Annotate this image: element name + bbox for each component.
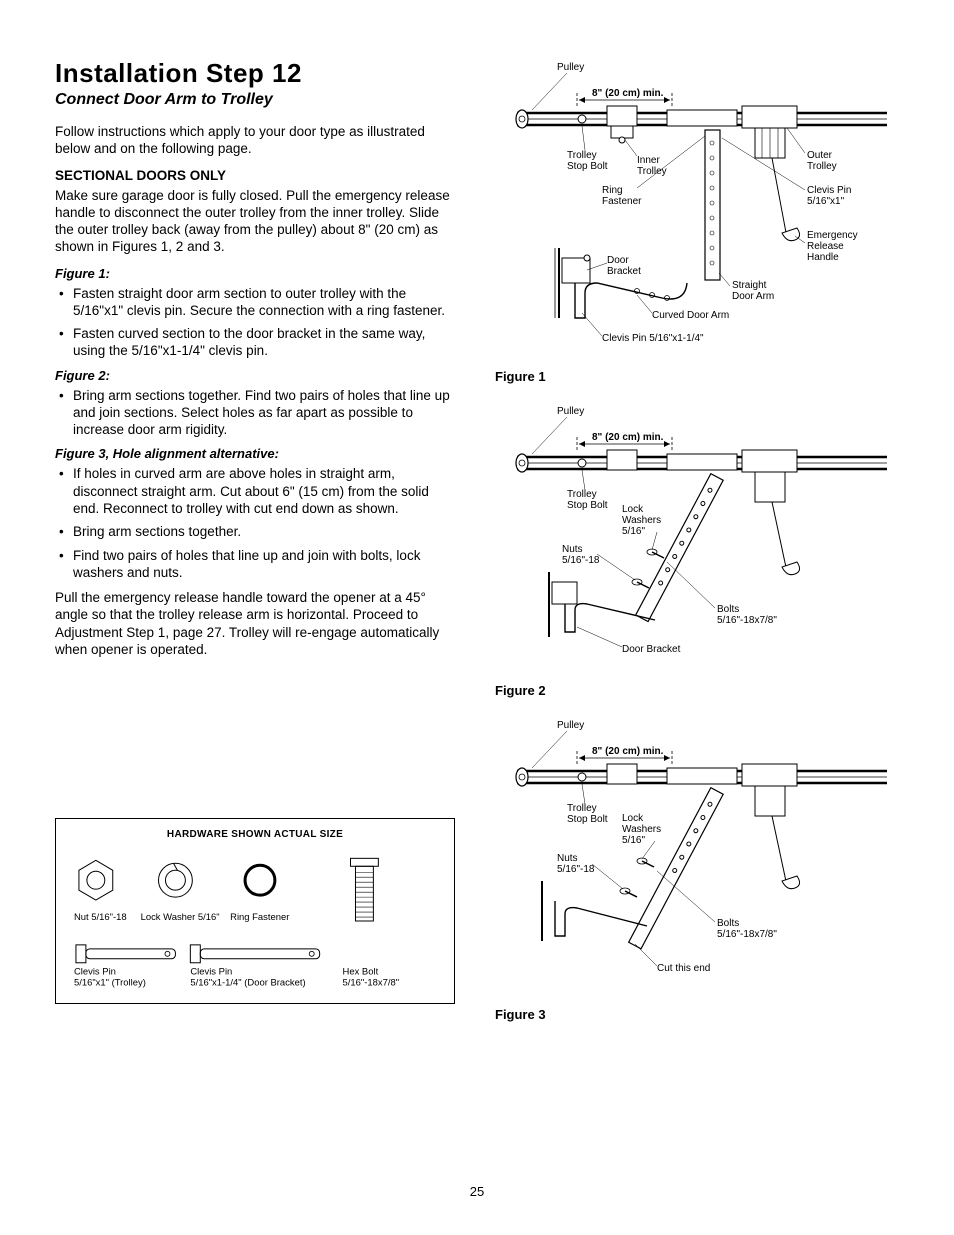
figure3-heading: Figure 3, Hole alignment alternative:: [55, 446, 455, 461]
clevis1-label-b: 5/16"x1" (Trolley): [74, 978, 146, 989]
figure1-heading: Figure 1:: [55, 266, 455, 281]
fig1-distance-label: 8" (20 cm) min.: [592, 88, 664, 99]
fig1-clevis1: Clevis Pin5/16"x1": [807, 185, 851, 207]
section-body: Make sure garage door is fully closed. P…: [55, 187, 455, 256]
figure2-caption: Figure 2: [495, 683, 899, 698]
lockwasher-label: Lock Washer 5/16": [141, 912, 220, 923]
page-subtitle: Connect Door Arm to Trolley: [55, 91, 455, 109]
closing-paragraph: Pull the emergency release handle toward…: [55, 589, 455, 658]
fig3-trolley-stop: TrolleyStop Bolt: [567, 803, 608, 825]
fig1-ring-fastener: RingFastener: [602, 185, 642, 207]
figure1-caption: Figure 1: [495, 369, 899, 384]
left-column: Installation Step 12 Connect Door Arm to…: [55, 58, 455, 1040]
fig3-cut-end: Cut this end: [657, 963, 710, 974]
fig2-trolley-stop: TrolleyStop Bolt: [567, 489, 608, 511]
right-column: Pulley 8" (20 cm) min.: [485, 58, 899, 1040]
hexbolt-label-a: Hex Bolt: [343, 967, 379, 978]
hexbolt-label-b: 5/16"-18x7/8": [343, 978, 400, 989]
fig1-clevis2: Clevis Pin 5/16"x1-1/4": [602, 333, 704, 344]
section-heading: SECTIONAL DOORS ONLY: [55, 168, 455, 183]
figure3-diagram: Pulley 8" (20 cm) min.: [495, 716, 899, 1001]
list-item: Find two pairs of holes that line up and…: [55, 547, 455, 582]
figure2-list: Bring arm sections together. Find two pa…: [55, 387, 455, 439]
figure1-diagram: Pulley 8" (20 cm) min.: [495, 58, 899, 363]
list-item: Fasten curved section to the door bracke…: [55, 325, 455, 360]
intro-paragraph: Follow instructions which apply to your …: [55, 123, 455, 158]
page-title: Installation Step 12: [55, 58, 455, 89]
fig2-nuts: Nuts5/16"-18: [562, 544, 600, 566]
nut-label: Nut 5/16"-18: [74, 912, 127, 923]
fig2-bolts: Bolts5/16"-18x7/8": [717, 604, 777, 626]
ringfastener-label: Ring Fastener: [230, 912, 289, 923]
hardware-title: HARDWARE SHOWN ACTUAL SIZE: [66, 829, 444, 840]
figure1-list: Fasten straight door arm section to oute…: [55, 285, 455, 360]
fig1-door-bracket: DoorBracket: [607, 255, 641, 277]
fig2-pulley-label: Pulley: [557, 406, 584, 417]
fig3-nuts: Nuts5/16"-18: [557, 853, 595, 875]
hardware-diagram: Nut 5/16"-18 Lock Washer 5/16" Ring Fast…: [66, 850, 444, 990]
figure2-diagram: Pulley 8" (20 cm) min.: [495, 402, 899, 677]
figure3-caption: Figure 3: [495, 1007, 899, 1022]
list-item: If holes in curved arm are above holes i…: [55, 465, 455, 517]
fig3-lockwashers: LockWashers5/16": [622, 813, 661, 846]
list-item: Bring arm sections together.: [55, 523, 455, 540]
fig3-bolts: Bolts5/16"-18x7/8": [717, 918, 777, 940]
fig1-emergency: EmergencyReleaseHandle: [807, 230, 858, 263]
fig1-trolley-stop: TrolleyStop Bolt: [567, 150, 608, 172]
figure2-heading: Figure 2:: [55, 368, 455, 383]
fig2-lockwashers: LockWashers5/16": [622, 504, 661, 537]
clevis2-label-a: Clevis Pin: [190, 967, 232, 978]
fig1-inner-trolley: InnerTrolley: [637, 155, 667, 177]
list-item: Fasten straight door arm section to oute…: [55, 285, 455, 320]
fig1-straight-arm: StraightDoor Arm: [732, 280, 774, 302]
list-item: Bring arm sections together. Find two pa…: [55, 387, 455, 439]
fig1-pulley-label: Pulley: [557, 62, 584, 73]
fig1-curved-arm: Curved Door Arm: [652, 310, 729, 321]
fig1-outer-trolley: OuterTrolley: [807, 150, 837, 172]
fig2-door-bracket: Door Bracket: [622, 644, 681, 655]
fig3-distance-label: 8" (20 cm) min.: [592, 746, 664, 757]
clevis1-label-a: Clevis Pin: [74, 967, 116, 978]
fig2-distance-label: 8" (20 cm) min.: [592, 432, 664, 443]
fig3-pulley-label: Pulley: [557, 720, 584, 731]
clevis2-label-b: 5/16"x1-1/4" (Door Bracket): [190, 978, 305, 989]
figure3-list: If holes in curved arm are above holes i…: [55, 465, 455, 581]
hardware-panel: HARDWARE SHOWN ACTUAL SIZE Nut 5/16"-18 …: [55, 818, 455, 1004]
page-number: 25: [0, 1184, 954, 1199]
